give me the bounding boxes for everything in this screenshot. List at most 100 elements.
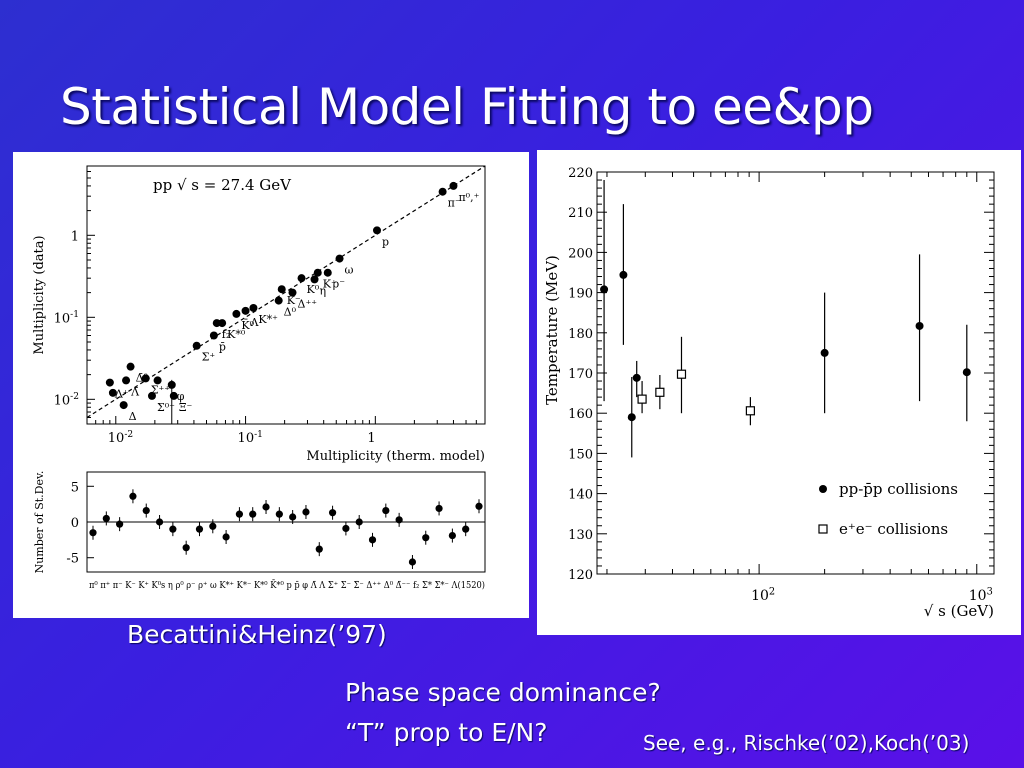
residual-point <box>102 514 110 523</box>
residual-point <box>209 522 217 530</box>
y-tick-label: 120 <box>568 568 593 583</box>
point-label: Δ⁰ <box>284 306 297 319</box>
data-point <box>126 362 135 371</box>
residual-point <box>169 525 177 533</box>
y-tick-label: 10-1 <box>54 310 79 326</box>
plot-frame <box>596 171 995 575</box>
data-point <box>297 274 306 283</box>
pp-data-point <box>915 321 924 330</box>
residual-point <box>475 502 483 510</box>
residual-point <box>195 525 204 533</box>
chart-title: pp √ s = 27.4 GeV <box>153 176 292 194</box>
point-label: Σ⁺ <box>202 351 216 364</box>
y-tick-label: 180 <box>568 327 593 342</box>
y-tick-label: 140 <box>568 488 593 503</box>
y-tick-label: 150 <box>568 447 593 462</box>
data-point <box>232 309 241 318</box>
data-point <box>249 303 258 312</box>
data-point <box>169 391 178 400</box>
data-point <box>141 374 150 383</box>
y-axis-label: Multiplicity (data) <box>32 235 47 354</box>
legend-label-pp: pp-p̄p collisions <box>839 480 958 498</box>
ee-data-point <box>676 369 687 379</box>
data-point <box>277 285 286 294</box>
multiplicity-chart: 10-2 10-1 1 10-2 10-1 1 pp √ s = 27.4 GeV Multi… <box>32 165 486 591</box>
plot-frame <box>86 165 486 425</box>
ee-data-point <box>745 406 755 416</box>
point-label: K⁺ <box>323 278 337 291</box>
y-tick-label: 5 <box>71 480 79 495</box>
residual-point <box>129 492 137 500</box>
legend-marker-pp <box>819 485 827 493</box>
y-axis-label: Temperature (MeV) <box>543 255 561 405</box>
right-chart-panel: 120 130 140 150 160 170 180 190 200 210 220 102 103 √… <box>537 150 1021 635</box>
y-tick-label: 220 <box>568 166 593 181</box>
data-point <box>274 296 283 305</box>
residual-point <box>222 533 230 541</box>
point-label: K⁻ <box>287 294 301 307</box>
point-label: η <box>320 284 327 297</box>
pp-data-point <box>619 270 628 279</box>
pp-data-point <box>962 368 971 377</box>
point-label: Σ⁺⁺ <box>151 383 171 396</box>
residual-point <box>315 545 323 553</box>
temperature-chart: 120 130 140 150 160 170 180 190 200 210 220 102 103√… <box>543 166 995 620</box>
bullet-question-2: “T” prop to E/N? <box>345 718 548 747</box>
point-label: ω <box>345 264 354 277</box>
y-tick-label: 130 <box>568 528 593 543</box>
point-label: Λ⁺ <box>114 388 129 401</box>
residual-point <box>182 544 190 552</box>
residual-category-labels: π⁰ π⁺ π⁻ K⁻ K⁺ K⁰s η ρ⁰ ρ⁻ ρ⁺ ω K*⁺ K*⁻ … <box>89 579 485 591</box>
x-axis-label: Multiplicity (therm. model) <box>306 449 485 464</box>
residual-point <box>328 509 337 517</box>
diagonal-line <box>86 165 486 419</box>
point-label: K*⁺ <box>258 313 278 326</box>
pp-data-point <box>820 348 829 357</box>
data-point <box>119 401 128 410</box>
x-tick-label: 10-2 <box>108 430 133 446</box>
data-point <box>209 331 218 340</box>
data-point <box>313 268 322 277</box>
x-axis-label: √ s (GeV) <box>924 602 994 620</box>
slide-title: Statistical Model Fitting to ee&pp <box>60 78 874 136</box>
footer-citation: See, e.g., Rischke(’02),Koch(’03) <box>643 731 970 755</box>
point-label: K⁰ <box>307 283 320 296</box>
x-tick-label: 102 <box>751 586 775 604</box>
x-tick-label: 10-1 <box>238 430 263 446</box>
data-point <box>310 275 319 284</box>
residual-point <box>368 536 377 544</box>
residual-point <box>142 506 150 515</box>
y-tick-label: 0 <box>71 516 79 531</box>
point-label: π⁻ <box>448 197 461 210</box>
y-tick-label: 160 <box>568 407 593 422</box>
x-tick-label: 103 <box>969 586 993 604</box>
point-label: Δ⁺⁺ <box>298 298 318 311</box>
point-label: Ξ⁻ <box>179 401 193 414</box>
residual-point <box>249 510 257 518</box>
data-point <box>449 181 458 190</box>
ee-data-point <box>655 387 665 397</box>
legend-marker-ee <box>818 524 828 534</box>
point-label: π⁰,⁺ <box>458 191 479 204</box>
residual-point <box>155 518 164 526</box>
x-tick-label: 1 <box>367 431 375 446</box>
point-label: ρ⁻ <box>333 278 345 291</box>
point-label: K̄⁰ <box>241 319 254 332</box>
point-label: φ <box>177 390 185 403</box>
pp-data-point <box>627 413 636 422</box>
residual-point <box>89 529 97 537</box>
data-point <box>105 378 114 387</box>
residual-point <box>422 534 430 542</box>
data-point <box>288 288 297 297</box>
data-point <box>335 254 344 263</box>
residual-point <box>235 510 244 518</box>
point-label: p̄ <box>219 341 226 354</box>
residual-point <box>382 506 390 515</box>
legend-label-ee: e⁺e⁻ collisions <box>839 520 948 538</box>
residual-point <box>395 516 403 524</box>
bullet-question-1: Phase space dominance? <box>345 678 661 707</box>
y-tick-label: 170 <box>568 367 593 382</box>
point-label: K*⁰ <box>227 328 246 341</box>
residual-point <box>435 504 443 513</box>
y-tick-label: 210 <box>568 206 593 221</box>
